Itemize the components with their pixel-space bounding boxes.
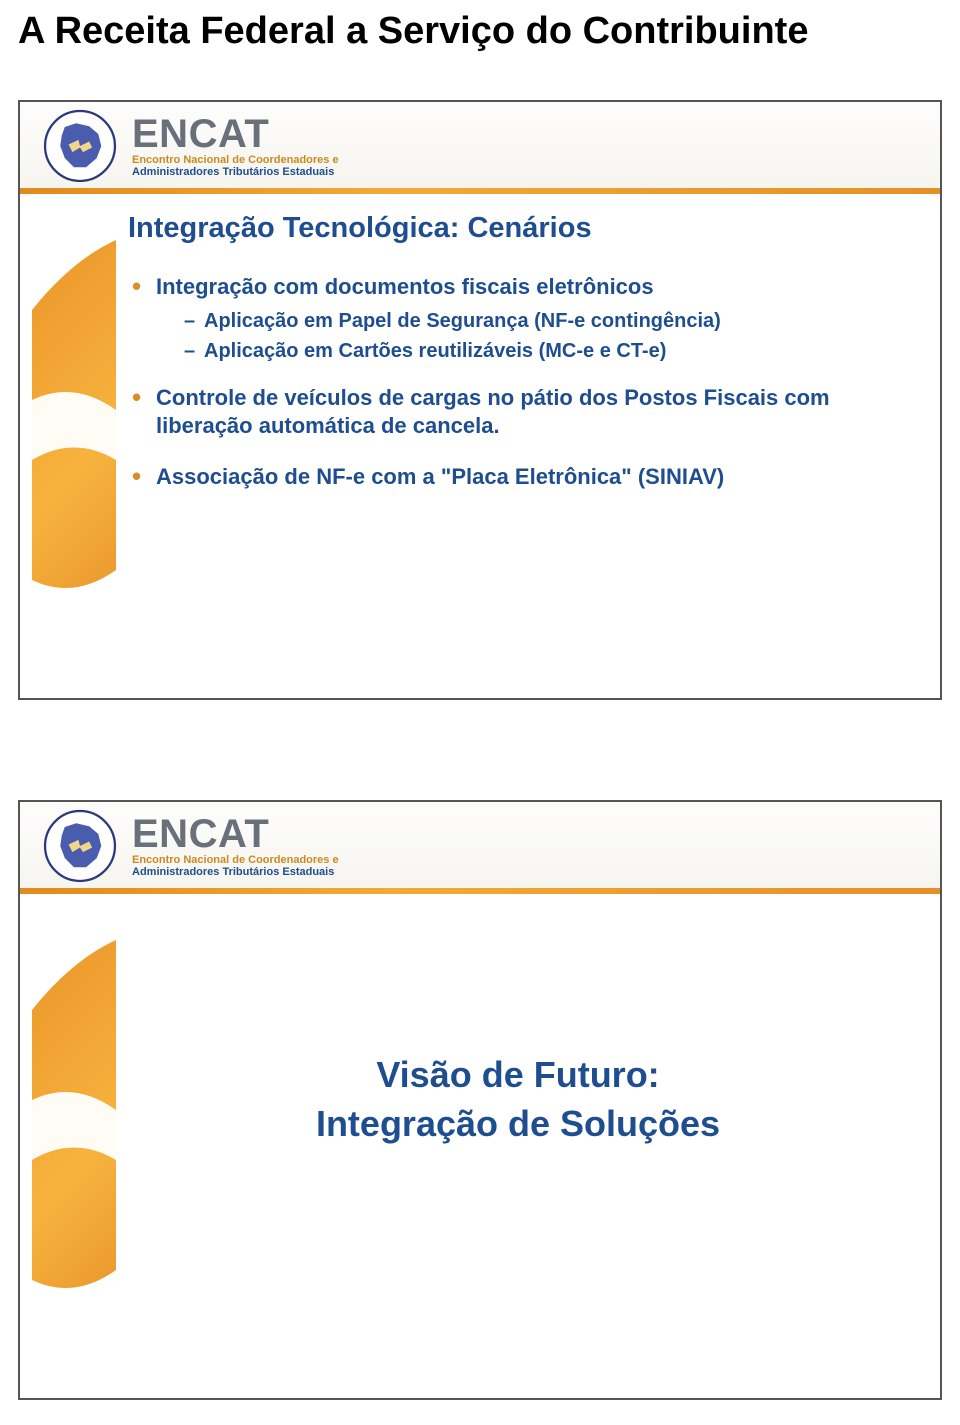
brazil-map-icon: [42, 108, 118, 184]
slide-1-content: Integração Tecnológica: Cenários Integra…: [128, 212, 908, 678]
encat-subtitle-2: Administradores Tributários Estaduais: [132, 166, 339, 178]
encat-title: ENCAT: [132, 114, 339, 154]
bullet-text: Integração com documentos fiscais eletrô…: [156, 274, 654, 299]
encat-logo: ENCAT Encontro Nacional de Coordenadores…: [42, 108, 339, 184]
bullet-item: Associação de NF-e com a "Placa Eletrôni…: [132, 463, 908, 492]
brazil-map-icon: [42, 808, 118, 884]
slide-sidebar: [32, 900, 116, 1386]
slide-header: ENCAT Encontro Nacional de Coordenadores…: [20, 102, 940, 194]
center-title-line-2: Integração de Soluções: [316, 1100, 720, 1149]
bullet-text: Controle de veículos de cargas no pátio …: [156, 385, 830, 439]
encat-subtitle-1: Encontro Nacional de Coordenadores e: [132, 154, 339, 166]
page-title: A Receita Federal a Serviço do Contribui…: [0, 0, 960, 73]
slide-2-content: Visão de Futuro: Integração de Soluções: [128, 802, 908, 1398]
bullet-item: Controle de veículos de cargas no pátio …: [132, 384, 908, 441]
slide-1: ENCAT Encontro Nacional de Coordenadores…: [18, 100, 942, 700]
slide-1-heading: Integração Tecnológica: Cenários: [128, 212, 908, 245]
bullet-text: Associação de NF-e com a "Placa Eletrôni…: [156, 464, 724, 489]
bullet-item: Integração com documentos fiscais eletrô…: [132, 273, 908, 364]
center-title-line-1: Visão de Futuro:: [376, 1051, 659, 1100]
sub-bullet-item: Aplicação em Cartões reutilizáveis (MC-e…: [184, 338, 908, 364]
sub-bullet-item: Aplicação em Papel de Segurança (NF-e co…: [184, 308, 908, 334]
slide-2: ENCAT Encontro Nacional de Coordenadores…: [18, 800, 942, 1400]
slide-sidebar: [32, 200, 116, 686]
